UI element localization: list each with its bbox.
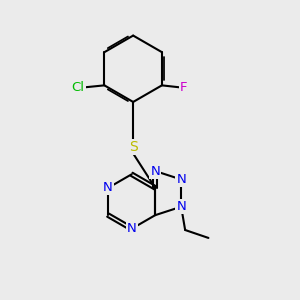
Text: Cl: Cl [72, 81, 85, 94]
Text: S: S [129, 140, 137, 154]
Text: N: N [176, 173, 186, 186]
Text: F: F [180, 81, 187, 94]
Text: N: N [176, 200, 186, 213]
Text: Cl: Cl [72, 81, 85, 94]
Text: S: S [129, 140, 137, 154]
Text: N: N [103, 182, 113, 194]
Text: F: F [180, 81, 187, 94]
Text: N: N [150, 165, 160, 178]
Text: N: N [127, 222, 136, 235]
